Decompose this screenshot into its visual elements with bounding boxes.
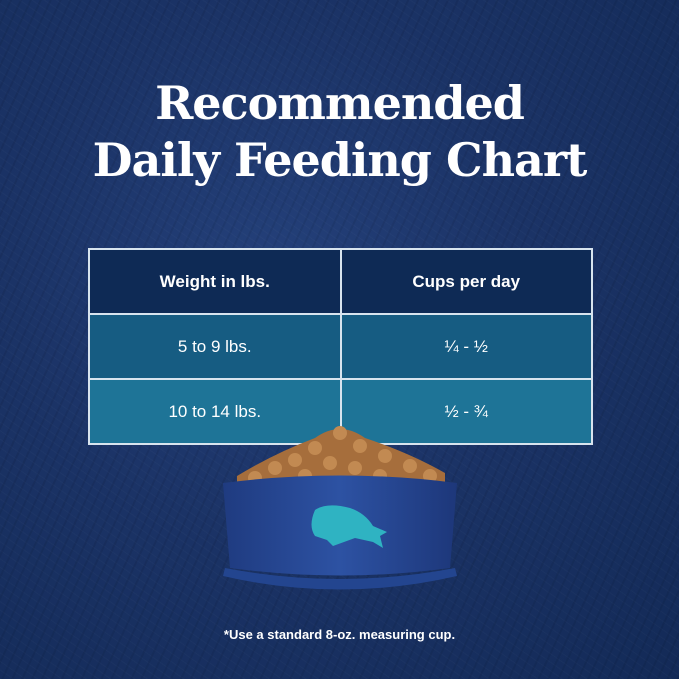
- table-header-row: Weight in lbs. Cups per day: [88, 248, 593, 315]
- cell-weight: 10 to 14 lbs.: [88, 378, 342, 445]
- table-row: 5 to 9 lbs. ¼ - ½: [88, 313, 593, 380]
- table-row: 10 to 14 lbs. ½ - ¾: [88, 378, 593, 445]
- header-cups: Cups per day: [339, 248, 593, 315]
- footnote: *Use a standard 8-oz. measuring cup.: [223, 627, 456, 642]
- cell-cups: ¼ - ½: [339, 313, 593, 380]
- title-line-1: Recommended: [155, 76, 525, 130]
- bowl-base: [223, 568, 457, 590]
- header-weight: Weight in lbs.: [88, 248, 342, 315]
- cell-cups: ½ - ¾: [339, 378, 593, 445]
- kibble-pile: [237, 426, 445, 488]
- cell-weight: 5 to 9 lbs.: [88, 313, 342, 380]
- feeding-table: Weight in lbs. Cups per day 5 to 9 lbs. …: [88, 248, 593, 445]
- food-bowl-image: [223, 426, 457, 590]
- bison-logo-icon: [311, 505, 387, 548]
- title-line-2: Daily Feeding Chart: [92, 133, 588, 187]
